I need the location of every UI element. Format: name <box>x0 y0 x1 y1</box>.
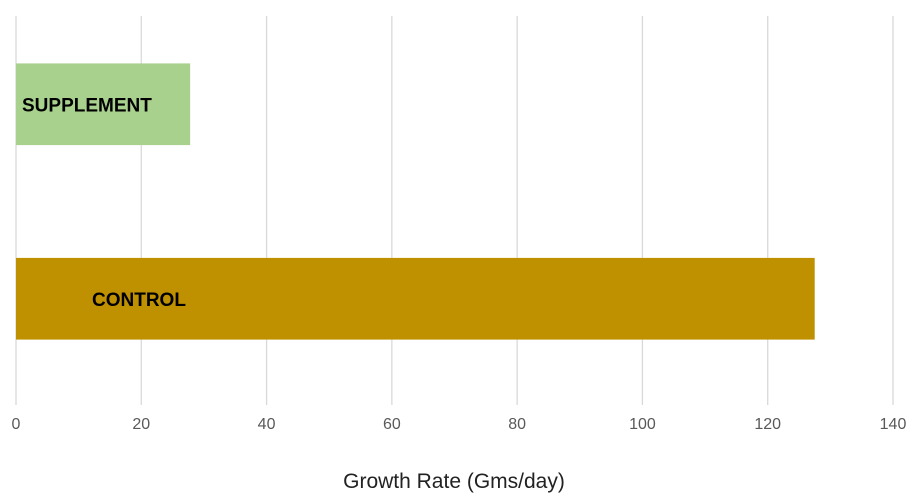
x-axis-title: Growth Rate (Gms/day) <box>343 470 565 493</box>
bars <box>16 63 815 340</box>
x-tick-label-80: 80 <box>508 416 526 433</box>
x-axis-ticks: 0 20 40 60 80 100 120 140 <box>12 416 907 433</box>
bar-label-supplement: SUPPLEMENT <box>22 95 152 116</box>
x-tick-label-120: 120 <box>754 416 781 433</box>
bar-control <box>16 257 815 340</box>
x-tick-label-0: 0 <box>12 416 21 433</box>
bar-supplement <box>16 63 191 146</box>
bar-labels: SUPPLEMENT CONTROL <box>22 95 186 311</box>
x-tick-label-60: 60 <box>383 416 401 433</box>
bar-label-control: CONTROL <box>92 290 186 311</box>
x-tick-label-100: 100 <box>629 416 656 433</box>
x-tick-label-40: 40 <box>258 416 276 433</box>
x-tick-label-20: 20 <box>132 416 150 433</box>
x-tick-label-140: 140 <box>880 416 907 433</box>
